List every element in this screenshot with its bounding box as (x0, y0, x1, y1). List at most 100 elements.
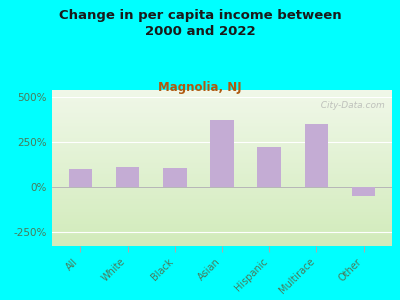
Bar (52, 132, 392, 134)
Bar (52, 154, 392, 155)
Bar (52, 240, 392, 241)
Bar (52, 103, 392, 104)
Bar (52, 190, 392, 191)
Bar (52, 142, 392, 143)
Bar (52, 159, 392, 160)
Bar (52, 202, 392, 204)
Bar (52, 145, 392, 146)
Bar (52, 199, 392, 201)
Bar (52, 176, 392, 177)
Bar (52, 198, 392, 199)
Bar (52, 165, 392, 166)
Bar (52, 196, 392, 198)
Bar (52, 118, 392, 120)
Bar (52, 146, 392, 148)
Bar (52, 204, 392, 206)
Bar (52, 116, 392, 118)
Bar (52, 124, 392, 126)
Bar (52, 90, 392, 92)
Bar (52, 243, 392, 244)
Bar (52, 207, 392, 208)
Text: City-Data.com: City-Data.com (316, 101, 385, 110)
Bar (52, 96, 392, 98)
Bar (52, 220, 392, 221)
Bar (163, 168, 186, 187)
Bar (52, 157, 392, 159)
Bar (52, 101, 392, 103)
Bar (52, 110, 392, 112)
Bar (52, 181, 392, 182)
Bar (52, 99, 392, 101)
Bar (52, 167, 392, 168)
Bar (52, 138, 392, 140)
Bar (210, 120, 234, 187)
Bar (52, 237, 392, 238)
Bar (52, 168, 392, 170)
Bar (305, 124, 328, 187)
Bar (52, 109, 392, 110)
Bar (52, 152, 392, 154)
Bar (52, 129, 392, 130)
Bar (52, 130, 392, 132)
Bar (52, 106, 392, 107)
Bar (52, 213, 392, 215)
Bar (52, 115, 392, 116)
Bar (52, 121, 392, 123)
Bar (52, 137, 392, 138)
Bar (352, 187, 376, 196)
Bar (52, 126, 392, 128)
Bar (52, 120, 392, 121)
Bar (52, 123, 392, 124)
Bar (52, 238, 392, 240)
Bar (52, 235, 392, 237)
Bar (52, 155, 392, 157)
Bar (258, 147, 281, 187)
Bar (52, 160, 392, 162)
Bar (52, 244, 392, 246)
Text: Magnolia, NJ: Magnolia, NJ (158, 81, 242, 94)
Bar (52, 212, 392, 213)
Bar (52, 194, 392, 196)
Bar (52, 193, 392, 194)
Bar (52, 174, 392, 176)
Bar (52, 104, 392, 106)
Bar (52, 140, 392, 142)
Bar (52, 232, 392, 233)
Bar (52, 98, 392, 99)
Bar (52, 188, 392, 190)
Text: Change in per capita income between
2000 and 2022: Change in per capita income between 2000… (59, 9, 341, 38)
Bar (52, 107, 392, 109)
Bar (52, 182, 392, 184)
Bar (52, 185, 392, 187)
Bar (52, 112, 392, 113)
Bar (68, 169, 92, 187)
Bar (116, 167, 139, 187)
Bar (52, 227, 392, 229)
Bar (52, 151, 392, 152)
Bar (52, 92, 392, 93)
Bar (52, 177, 392, 179)
Bar (52, 230, 392, 232)
Bar (52, 210, 392, 212)
Bar (52, 134, 392, 135)
Bar (52, 148, 392, 149)
Bar (52, 128, 392, 129)
Bar (52, 95, 392, 96)
Bar (52, 179, 392, 181)
Bar (52, 173, 392, 174)
Bar (52, 163, 392, 165)
Bar (52, 169, 392, 171)
Bar (52, 223, 392, 224)
Bar (52, 191, 392, 193)
Bar (52, 215, 392, 216)
Bar (52, 93, 392, 95)
Bar (52, 201, 392, 202)
Bar (52, 113, 392, 115)
Bar (52, 162, 392, 163)
Bar (52, 187, 392, 188)
Bar (52, 229, 392, 230)
Bar (52, 221, 392, 223)
Bar (52, 149, 392, 151)
Bar (52, 208, 392, 210)
Bar (52, 143, 392, 145)
